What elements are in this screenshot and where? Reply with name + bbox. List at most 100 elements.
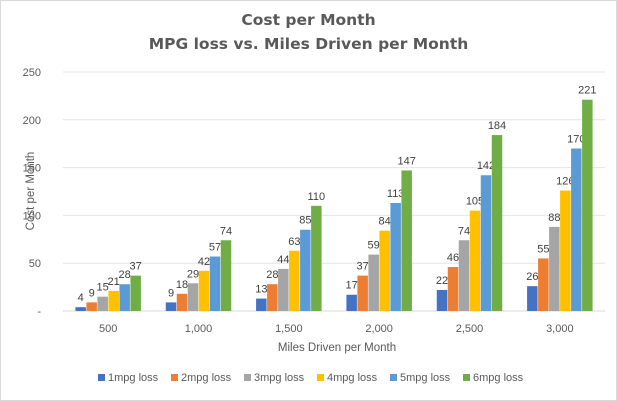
bar-6mpg-loss (582, 99, 593, 311)
data-label: 55 (537, 243, 549, 255)
data-label: 46 (447, 252, 459, 264)
bar-4mpg-loss (198, 270, 210, 311)
data-label: 63 (288, 236, 300, 248)
bar-1mpg-loss (436, 289, 448, 311)
data-label: 84 (379, 216, 391, 228)
data-label: 142 (477, 160, 495, 172)
data-label: 15 (97, 282, 109, 294)
bar-2mpg-loss (267, 284, 278, 311)
bar-4mpg-loss (108, 290, 119, 311)
legend-label: 1mpg loss (108, 372, 159, 384)
bar-3mpg-loss (97, 296, 108, 311)
bar-1mpg-loss (346, 294, 357, 311)
legend-label: 5mpg loss (400, 372, 451, 384)
legend-swatch (463, 374, 470, 381)
bar-5mpg-loss (571, 148, 582, 311)
data-label: 4 (78, 292, 84, 304)
bar-2mpg-loss (447, 267, 459, 311)
x-tick-label: 1,500 (275, 323, 303, 335)
chart-title: Cost per Month (241, 11, 376, 29)
bar-4mpg-loss (469, 210, 481, 311)
bar-5mpg-loss (119, 284, 130, 311)
bar-5mpg-loss (390, 202, 401, 311)
data-label: 9 (89, 287, 95, 299)
data-label: 88 (548, 212, 560, 224)
y-tick-label: 50 (29, 258, 41, 270)
x-axis-title: Miles Driven per Month (278, 342, 396, 354)
bar-6mpg-loss (130, 275, 141, 311)
legend-label: 6mpg loss (473, 372, 524, 384)
bar-4mpg-loss (289, 250, 300, 311)
legend-swatch (98, 374, 105, 381)
x-tick-label: 500 (99, 323, 117, 335)
bar-2mpg-loss (86, 302, 97, 311)
bar-1mpg-loss (165, 302, 177, 311)
y-tick-label: 250 (23, 67, 41, 79)
data-label: 28 (266, 269, 278, 281)
data-label: 57 (209, 242, 221, 254)
data-label: 74 (458, 225, 470, 237)
data-label: 21 (108, 276, 120, 288)
bar-1mpg-loss (527, 286, 538, 311)
legend-label: 2mpg loss (181, 372, 232, 384)
legend-swatch (390, 374, 397, 381)
bar-4mpg-loss (560, 190, 571, 311)
y-tick-label: 200 (23, 115, 41, 127)
chart-subtitle: MPG loss vs. Miles Driven per Month (148, 35, 469, 53)
data-label: 113 (387, 188, 405, 200)
data-label: 85 (299, 215, 311, 227)
data-label: 17 (346, 280, 358, 292)
x-tick-label: 2,000 (365, 323, 393, 335)
data-label: 126 (556, 176, 574, 188)
bar-3mpg-loss (187, 283, 199, 311)
data-label: 221 (578, 85, 596, 97)
legend-label: 3mpg loss (254, 372, 305, 384)
bar-2mpg-loss (538, 258, 549, 311)
bar-4mpg-loss (379, 230, 390, 311)
data-label: 105 (466, 196, 484, 208)
x-tick-label: 3,000 (546, 323, 574, 335)
data-label: 74 (220, 225, 232, 237)
y-axis-title: Cost per Month (25, 152, 37, 231)
bar-3mpg-loss (458, 240, 470, 311)
y-tick-label: 100 (23, 210, 41, 222)
bar-3mpg-loss (549, 226, 560, 311)
data-label: 44 (277, 254, 289, 266)
bar-6mpg-loss (220, 240, 232, 311)
bar-6mpg-loss (491, 135, 503, 311)
x-tick-label: 2,500 (456, 323, 484, 335)
data-label: 184 (488, 120, 506, 132)
bar-6mpg-loss (311, 205, 322, 311)
data-label: 170 (567, 133, 585, 145)
data-label: 18 (176, 279, 188, 291)
bar-1mpg-loss (75, 307, 86, 311)
data-label: 37 (357, 261, 369, 273)
data-label: 26 (526, 271, 538, 283)
y-tick-label: 150 (23, 163, 41, 175)
data-label: 9 (168, 287, 174, 299)
bar-3mpg-loss (368, 254, 379, 311)
data-label: 13 (255, 284, 267, 296)
bar-1mpg-loss (256, 298, 267, 311)
data-label: 29 (187, 268, 199, 280)
data-label: 147 (397, 155, 415, 167)
data-label: 59 (368, 240, 380, 252)
bar-5mpg-loss (480, 175, 492, 311)
bar-3mpg-loss (278, 268, 289, 311)
legend-label: 4mpg loss (327, 372, 378, 384)
x-tick-label: 1,000 (185, 323, 213, 335)
legend-swatch (317, 374, 324, 381)
data-label: 22 (436, 275, 448, 287)
bar-2mpg-loss (176, 293, 188, 311)
bar-5mpg-loss (209, 256, 221, 311)
data-label: 28 (119, 269, 131, 281)
data-label: 42 (198, 256, 210, 268)
data-label: 110 (308, 191, 326, 203)
y-tick-label: - (37, 306, 41, 318)
bar-5mpg-loss (300, 229, 311, 311)
legend-swatch (171, 374, 178, 381)
bar-6mpg-loss (401, 170, 412, 311)
data-label: 37 (130, 261, 142, 273)
